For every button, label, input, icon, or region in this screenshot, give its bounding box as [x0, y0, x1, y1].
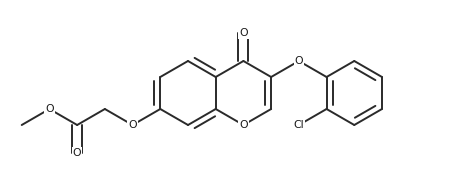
- Text: O: O: [128, 120, 137, 130]
- Text: Cl: Cl: [294, 120, 304, 130]
- Text: O: O: [45, 104, 54, 114]
- Text: O: O: [73, 148, 82, 158]
- Text: O: O: [239, 120, 248, 130]
- Text: O: O: [239, 28, 248, 38]
- Text: O: O: [294, 56, 303, 66]
